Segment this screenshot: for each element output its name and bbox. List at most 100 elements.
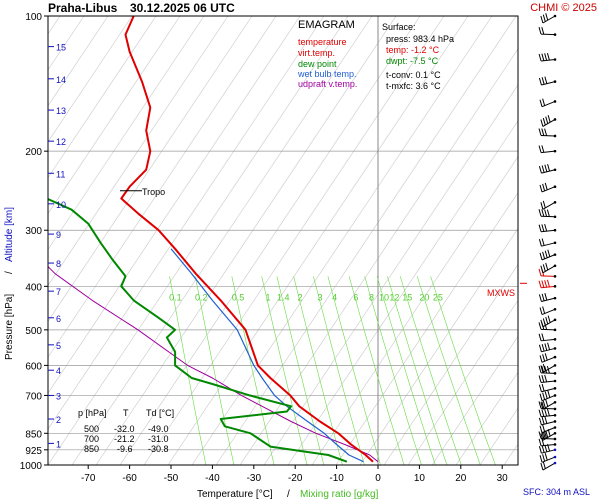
wind-barb-feather [541, 209, 545, 217]
series-line-temperature [120, 16, 374, 463]
wind-barb-feather [544, 391, 548, 399]
wind-barb-feather [541, 333, 545, 341]
wind-barb-staff [542, 364, 556, 373]
adiabat-line [48, 16, 253, 322]
mixing-ratio-line [327, 276, 381, 465]
wind-barb-feather [541, 224, 545, 232]
legend-dew-point: dew point [298, 59, 337, 69]
wind-barb-feather [542, 98, 546, 106]
wind-barb-feather [538, 375, 542, 383]
wind-barb-staff [541, 427, 556, 434]
wind-barb-feather [542, 354, 546, 362]
pressure-tick-label: 700 [25, 391, 42, 402]
table-row-t: -9.6 [117, 444, 133, 454]
wind-barb-feather [538, 294, 542, 302]
series-layer [48, 16, 379, 463]
surface-press: press: 983.4 hPa [386, 34, 454, 44]
wind-barb-feather [538, 322, 542, 330]
mixing-ratio-label: 8 [369, 292, 374, 302]
wind-barb-feather [538, 145, 542, 153]
wind-barb-feather [545, 316, 549, 325]
pressure-tick-label: 850 [25, 429, 42, 440]
wind-barb-staff [542, 119, 556, 127]
temperature-tick-label: -10 [329, 473, 344, 484]
wind-barb-feather [540, 15, 544, 24]
wind-barb-dot [553, 307, 557, 311]
mixing-ratio-label: 6 [353, 292, 358, 302]
wind-barb-feather [544, 293, 548, 301]
series-line-dew-point [48, 197, 348, 463]
wind-barb [538, 163, 557, 174]
wind-barb-feather [541, 280, 545, 288]
wind-barb-feather [538, 280, 542, 288]
wind-barb-dot [553, 185, 557, 189]
altitude-tick-label: 10 [56, 200, 66, 210]
wind-barb-feather [547, 249, 551, 257]
wind-barb [539, 390, 557, 402]
wind-barb-feather [542, 183, 546, 192]
wind-barb [538, 374, 557, 383]
wind-barb-feather [544, 353, 548, 361]
wind-barb [538, 76, 557, 86]
wind-barb [539, 353, 557, 363]
wind-barb-dot [553, 318, 557, 322]
adiabat-line [191, 16, 493, 465]
wind-barb-feather [538, 53, 542, 62]
wind-barb [540, 428, 557, 441]
wind-barb [539, 306, 557, 316]
table-row-p: 700 [84, 434, 99, 444]
wind-barb-feather [545, 399, 549, 407]
wind-barb-dot [553, 426, 557, 429]
wind-barb-feather [538, 165, 542, 174]
mixing-ratio-label: 25 [433, 292, 443, 302]
wind-barb-dot [553, 407, 557, 411]
adiabat-line [263, 84, 518, 465]
wind-barb-feather [542, 363, 546, 372]
wind-barb-dot [553, 100, 557, 103]
pressure-tick-label: 925 [25, 446, 42, 457]
adiabat-line [95, 16, 397, 465]
mixing-ratio-line [313, 276, 365, 465]
wind-barb-feather [541, 77, 545, 85]
surface-tmxfc: t-mxfc: 3.6 °C [386, 81, 441, 91]
wind-barb-feather [545, 262, 549, 271]
wind-barb-dot [553, 275, 557, 278]
wind-barb-feather [539, 99, 543, 107]
series-line-udpraft-v-temp [48, 265, 379, 463]
wind-barb-dot [553, 253, 557, 256]
wind-barb-feather [541, 383, 545, 392]
adiabat-line [143, 16, 445, 465]
wind-barb-dot [553, 443, 557, 446]
temperature-tick-label: 20 [455, 473, 467, 484]
legend-updraft: udpraft v.temp. [298, 79, 357, 89]
wind-barb-staff [542, 15, 556, 24]
table-header-p: p [hPa] [78, 408, 107, 418]
wind-barb-feather [539, 425, 543, 433]
wind-barb-feather [547, 390, 551, 398]
wind-barb-staff [542, 319, 556, 328]
sfc-label: SFC: 304 m ASL [523, 487, 590, 497]
wind-barb-feather [540, 402, 544, 410]
adiabat-line [48, 16, 301, 394]
wind-barb-feather [542, 454, 546, 462]
wind-barb-feather [541, 438, 545, 446]
wind-barb-feather [544, 164, 548, 172]
temperature-tick-label: -30 [247, 473, 262, 484]
mixing-ratio-line [276, 276, 325, 465]
wind-barb-dot [553, 455, 557, 459]
wind-barb-feather [544, 223, 548, 232]
y-axis-title-sep: / [4, 271, 15, 274]
wind-barb [540, 262, 557, 274]
station-title: Praha-Libus [48, 1, 118, 15]
mixing-ratio-line [399, 276, 462, 465]
wind-barb-dot [553, 264, 557, 268]
wind-barb-dot [553, 296, 557, 300]
wind-barb [540, 200, 557, 210]
wind-barb-feather [542, 14, 546, 22]
wind-barb-feather [542, 264, 546, 272]
wind-barb-feather [538, 224, 542, 232]
wind-barb [540, 315, 557, 328]
adiabat-line [48, 16, 109, 107]
datetime-title: 30.12.2025 06 UTC [130, 1, 235, 15]
wind-barb-feather [538, 417, 542, 426]
